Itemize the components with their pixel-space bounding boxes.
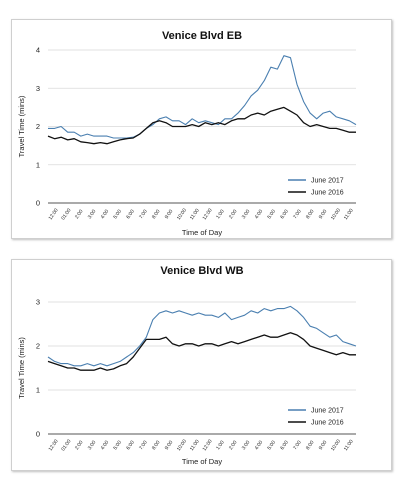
chart-title: Venice Blvd EB (162, 30, 242, 42)
x-tick-label: 8:00 (151, 209, 162, 221)
x-tick-label: 9:00 (318, 440, 329, 452)
x-tick-label: 11:00 (189, 439, 201, 453)
x-tick-label: 01:00 (60, 438, 72, 452)
x-tick-label: 01:00 (60, 207, 72, 221)
x-tick-label: 6:00 (279, 209, 290, 221)
x-tick-label: 7:00 (292, 440, 303, 452)
x-tick-label: 2:00 (74, 440, 85, 452)
x-tick-label: 10:00 (330, 207, 342, 221)
x-tick-label: 9:00 (164, 440, 175, 452)
x-tick-label: 10:00 (176, 438, 188, 452)
series-line-june-2016 (47, 106, 356, 145)
x-tick-label: 6:00 (279, 440, 290, 452)
series-line-june-2016 (47, 332, 356, 371)
legend-label: June 2016 (311, 190, 344, 197)
x-tick-label: 5:00 (113, 209, 124, 221)
x-tick-label: 6:00 (125, 209, 136, 221)
y-tick-label: 4 (36, 46, 40, 55)
y-tick-label: 3 (36, 298, 40, 307)
x-tick-label: 2:00 (228, 209, 239, 221)
x-tick-label: 3:00 (241, 440, 252, 452)
x-tick-label: 5:00 (113, 440, 124, 452)
y-tick-label: 2 (36, 122, 40, 131)
x-tick-label: 1:00 (215, 440, 226, 452)
x-tick-label: 11:00 (343, 208, 355, 222)
chart-panel-wb: Venice Blvd WB 0 1 2 3 12:00 01:00 2:00 3:00 4:00… (11, 259, 392, 471)
y-tick-label: 3 (36, 84, 40, 93)
x-tick-label: 10:00 (176, 207, 188, 221)
x-tick-label: 10:00 (330, 438, 342, 452)
x-tick-label: 4:00 (254, 209, 265, 221)
x-axis-label: Time of Day (182, 228, 222, 237)
x-tick-label: 11:00 (189, 208, 201, 222)
x-tick-label: 7:00 (138, 440, 149, 452)
x-tick-label: 4:00 (100, 440, 111, 452)
x-tick-label: 9:00 (318, 209, 329, 221)
x-tick-label: 12:00 (48, 438, 60, 452)
x-axis-label: Time of Day (182, 457, 222, 466)
x-tick-label: 4:00 (254, 440, 265, 452)
legend-label: June 2016 (311, 420, 344, 427)
x-tick-label: 12:00 (48, 207, 60, 221)
x-tick-label: 1:00 (215, 209, 226, 221)
series-line-june-2017 (47, 305, 357, 367)
x-tick-label: 11:00 (343, 439, 355, 453)
series-line-june-2017 (48, 55, 357, 139)
x-tick-label: 2:00 (228, 440, 239, 452)
y-axis-label: Travel Time (mins) (17, 337, 26, 399)
x-tick-label: 2:00 (74, 209, 85, 221)
x-tick-label: 7:00 (138, 209, 149, 221)
y-tick-label: 0 (36, 199, 40, 208)
y-tick-label: 1 (36, 386, 40, 395)
x-tick-label: 8:00 (305, 440, 316, 452)
x-tick-label: 3:00 (87, 440, 98, 452)
x-tick-label: 12:00 (202, 438, 214, 452)
x-tick-label: 12:00 (202, 207, 214, 221)
x-tick-label: 7:00 (292, 209, 303, 221)
legend-label: June 2017 (311, 408, 344, 415)
x-tick-label: 3:00 (241, 209, 252, 221)
y-tick-label: 0 (36, 430, 40, 439)
legend-label: June 2017 (311, 178, 344, 185)
x-tick-label: 8:00 (305, 209, 316, 221)
chart-title: Venice Blvd WB (160, 265, 243, 277)
y-axis-label: Travel Time (mins) (17, 95, 26, 157)
y-tick-label: 2 (36, 342, 40, 351)
x-tick-label: 8:00 (151, 440, 162, 452)
x-tick-label: 3:00 (87, 209, 98, 221)
x-tick-label: 5:00 (267, 209, 278, 221)
x-tick-label: 6:00 (125, 440, 136, 452)
x-tick-label: 5:00 (267, 440, 278, 452)
chart-panel-eb: Venice Blvd EB 0 1 2 3 4 12:00 01:00 2:00 3:00 4:0… (11, 19, 392, 239)
y-tick-label: 1 (36, 160, 40, 169)
x-tick-label: 9:00 (164, 209, 175, 221)
x-tick-label: 4:00 (100, 209, 111, 221)
